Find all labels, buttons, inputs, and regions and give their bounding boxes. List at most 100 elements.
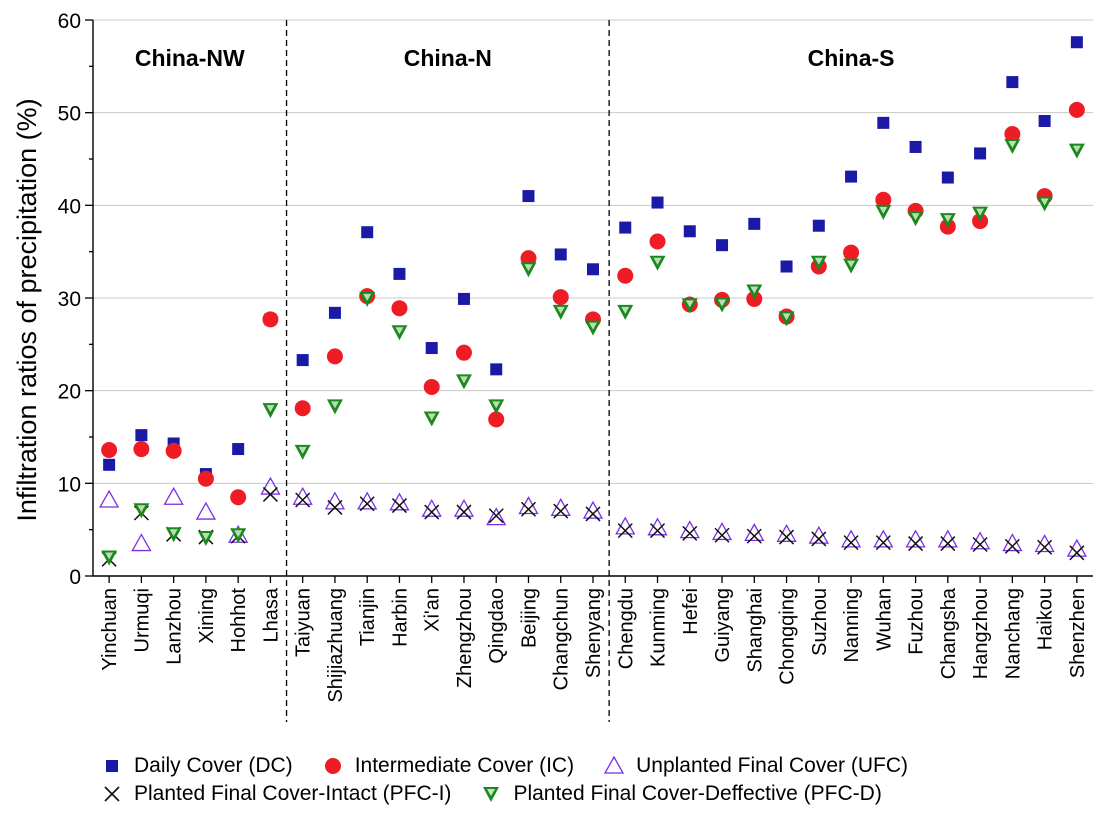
- x-tick-label: Hangzhou: [970, 588, 992, 679]
- data-point-cross: [359, 496, 375, 512]
- data-point-circle: [649, 233, 666, 250]
- data-point-triangle-down: [617, 304, 634, 320]
- data-point-square: [941, 171, 954, 184]
- data-point-triangle-up: [518, 496, 539, 515]
- data-point-cross: [811, 531, 827, 547]
- data-point-triangle-up: [453, 498, 475, 517]
- data-point-cross: [585, 506, 601, 522]
- triangle-down-highlight: [718, 299, 727, 307]
- triangle-down-highlight: [1040, 198, 1049, 206]
- data-point-circle: [391, 300, 408, 317]
- data-point-triangle-up: [324, 491, 346, 510]
- data-point-triangle-down: [262, 403, 279, 419]
- x-tick-label: Zhengzhou: [454, 588, 476, 688]
- triangle-down-highlight: [201, 533, 210, 541]
- data-point-cross: [520, 501, 537, 517]
- region-labels: China-NW China-N China-S: [135, 45, 895, 71]
- x-tick-label: Hefei: [680, 588, 702, 635]
- triangle-down-highlight: [685, 300, 694, 308]
- data-point-triangle-down: [230, 528, 247, 544]
- data-point-triangle-down: [907, 211, 924, 227]
- data-point-circle: [133, 441, 150, 458]
- x-tick-label: Nanchang: [1002, 588, 1024, 679]
- data-point-triangle-up: [1002, 533, 1023, 552]
- triangle-down-highlight: [750, 286, 759, 294]
- x-tick-label: Urmuqi: [131, 588, 153, 652]
- x-tick-label: Guiyang: [712, 588, 734, 663]
- triangle-down-highlight: [589, 322, 597, 330]
- cross-marker-icon: [104, 786, 120, 802]
- triangle-down-highlight: [105, 552, 114, 560]
- data-point-triangle-up: [840, 529, 862, 548]
- data-point-circle: [101, 441, 118, 458]
- legend-row-1: Daily Cover (DC) Intermediate Cover (IC)…: [100, 752, 1100, 780]
- region-label: China-NW: [135, 45, 245, 71]
- triangle-down-highlight: [879, 206, 888, 214]
- x-tick-label: Changchun: [551, 588, 573, 690]
- data-point-triangle-up: [486, 507, 507, 526]
- data-point-triangle-up: [99, 489, 120, 508]
- data-point-circle: [875, 191, 892, 208]
- data-point-triangle-down: [488, 399, 505, 415]
- data-point-cross: [488, 508, 504, 524]
- data-point-cross: [843, 535, 859, 551]
- y-tick-label: 20: [58, 381, 81, 404]
- data-point-cross: [649, 523, 666, 539]
- data-point-square: [716, 239, 729, 252]
- data-point-cross: [746, 528, 762, 544]
- data-point-triangle-down: [810, 255, 827, 271]
- data-point-square: [780, 260, 793, 273]
- x-tick-label: Lanzhou: [164, 588, 186, 665]
- x-tick-label: Yinchuan: [99, 588, 121, 671]
- data-point-triangle-down: [681, 298, 698, 314]
- data-point-circle: [326, 348, 343, 365]
- data-point-square: [103, 458, 116, 471]
- data-point-triangle-down: [423, 411, 440, 427]
- data-point-cross: [617, 523, 633, 539]
- data-point-cross: [1004, 538, 1020, 554]
- data-point-triangle-down: [520, 262, 537, 278]
- data-point-triangle-up: [195, 501, 217, 520]
- data-point-circle: [617, 267, 634, 284]
- data-point-square: [232, 443, 245, 456]
- data-point-triangle-up: [808, 525, 829, 544]
- x-tick-label: Xining: [196, 588, 218, 644]
- data-point-cross: [779, 529, 795, 545]
- data-point-triangle-down: [746, 284, 763, 300]
- triangle-down-highlight: [556, 306, 565, 314]
- data-point-triangle-up: [776, 523, 797, 542]
- region-label: China-S: [808, 45, 895, 71]
- data-point-triangle-down: [939, 213, 956, 229]
- axes: 0 10 20 30 40 50 60 Yinchuan Urmuqi Lanzhou Xining…: [58, 10, 1093, 703]
- data-point-cross: [972, 536, 988, 553]
- legend-item-dc: Daily Cover (DC): [100, 754, 293, 778]
- triangle-down-highlight: [234, 530, 243, 538]
- data-point-triangle-up: [711, 522, 733, 541]
- data-point-triangle-down: [552, 304, 569, 320]
- data-point-circle: [455, 344, 472, 361]
- data-point-square: [1006, 76, 1019, 89]
- data-point-square: [296, 354, 309, 367]
- data-point-cross: [682, 525, 698, 541]
- data-point-triangle-down: [972, 206, 989, 222]
- data-point-triangle-down: [197, 531, 214, 547]
- data-point-square: [1038, 115, 1051, 128]
- data-point-triangle-up: [1034, 534, 1055, 553]
- data-point-square: [425, 342, 438, 355]
- data-point-square: [490, 363, 503, 376]
- legend-item-ic: Intermediate Cover (IC): [321, 754, 574, 778]
- x-tick-label: Nanning: [841, 588, 863, 663]
- region-dividers: [285, 20, 610, 722]
- x-tick-label: Chengdu: [615, 588, 637, 669]
- data-point-square: [845, 170, 858, 183]
- triangle-down-highlight: [943, 215, 952, 223]
- data-point-cross: [553, 503, 569, 519]
- x-tick-label: Qingdao: [486, 588, 508, 664]
- triangle-down-highlight: [814, 257, 823, 265]
- x-tick-label: Changsha: [938, 587, 960, 679]
- data-point-square: [457, 292, 470, 305]
- region-label: China-N: [404, 45, 492, 71]
- x-tick-label: Shijiazhuang: [325, 588, 347, 703]
- data-point-circle: [262, 311, 279, 328]
- data-point-cross: [908, 536, 924, 552]
